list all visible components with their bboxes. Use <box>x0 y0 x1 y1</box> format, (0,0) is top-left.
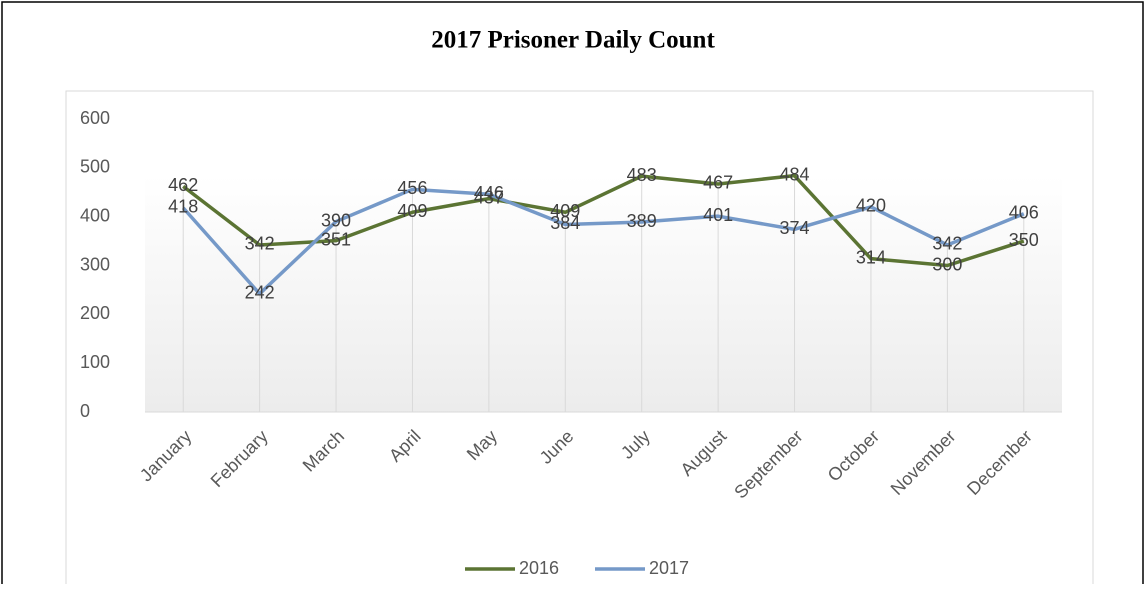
data-label: 242 <box>245 283 275 303</box>
x-tick-label: June <box>536 426 578 468</box>
chart-title: 2017 Prisoner Daily Count <box>431 27 715 54</box>
x-tick-label: March <box>299 426 349 476</box>
data-label: 409 <box>397 201 427 221</box>
x-tick-label: February <box>207 426 272 491</box>
plot-background <box>145 175 1062 412</box>
x-tick-label: May <box>463 426 501 464</box>
data-label: 342 <box>245 234 275 254</box>
data-label: 420 <box>856 196 886 216</box>
data-label: 406 <box>1009 202 1039 222</box>
series-line <box>182 173 1025 268</box>
y-tick-label: 100 <box>80 352 110 372</box>
data-label: 390 <box>321 210 351 230</box>
legend-label: 2016 <box>519 558 559 578</box>
series-line <box>181 187 1025 296</box>
data-label: 484 <box>780 164 810 184</box>
legend-label: 2017 <box>649 558 689 578</box>
data-label: 374 <box>780 218 810 238</box>
y-tick-label: 200 <box>80 303 110 323</box>
y-tick-label: 0 <box>80 401 90 421</box>
y-tick-label: 600 <box>80 108 110 128</box>
data-label: 409 <box>550 201 580 221</box>
chart-area <box>65 90 1094 589</box>
x-tick-label: December <box>963 426 1036 499</box>
data-label: 401 <box>703 205 733 225</box>
x-tick-label: July <box>617 426 654 463</box>
y-tick-label: 400 <box>80 205 110 225</box>
data-label: 389 <box>627 211 657 231</box>
x-tick-label: November <box>887 426 960 499</box>
data-label: 350 <box>1009 230 1039 250</box>
x-tick-label: January <box>136 426 195 485</box>
y-tick-label: 300 <box>80 254 110 274</box>
data-label: 342 <box>932 234 962 254</box>
data-label: 446 <box>474 183 504 203</box>
x-tick-label: August <box>677 426 731 480</box>
data-label: 418 <box>168 197 198 217</box>
data-label: 351 <box>321 229 351 249</box>
data-label: 314 <box>856 247 886 267</box>
data-label: 437 <box>474 187 504 207</box>
data-label: 384 <box>550 213 580 233</box>
x-tick-label: September <box>730 426 806 502</box>
x-tick-label: October <box>824 426 883 485</box>
data-label: 467 <box>703 173 733 193</box>
data-label: 300 <box>932 254 962 274</box>
x-tick-label: April <box>385 426 425 466</box>
y-tick-label: 500 <box>80 157 110 177</box>
data-label: 462 <box>168 175 198 195</box>
data-label: 456 <box>397 178 427 198</box>
data-label: 483 <box>627 165 657 185</box>
